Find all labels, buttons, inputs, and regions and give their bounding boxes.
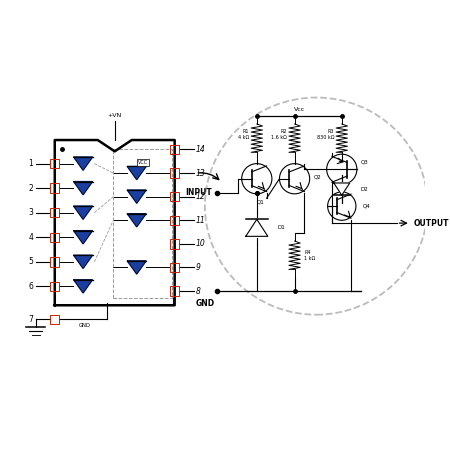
Text: R2
1.6 kΩ: R2 1.6 kΩ — [271, 129, 287, 140]
Text: 3: 3 — [28, 208, 33, 217]
Text: R1
4 kΩ: R1 4 kΩ — [238, 129, 249, 140]
Text: 10: 10 — [195, 239, 205, 248]
Bar — [170, 192, 180, 202]
Text: 1: 1 — [28, 159, 33, 168]
Text: 4: 4 — [28, 233, 33, 242]
Polygon shape — [246, 219, 268, 236]
Polygon shape — [74, 157, 93, 170]
Bar — [170, 239, 180, 248]
Bar — [50, 184, 59, 193]
Text: VCC: VCC — [138, 160, 148, 165]
Text: 7: 7 — [28, 315, 33, 324]
Polygon shape — [74, 231, 93, 244]
Text: OUTPUT: OUTPUT — [414, 219, 449, 228]
Polygon shape — [127, 166, 146, 180]
Bar — [50, 159, 59, 168]
Text: Vcc: Vcc — [294, 107, 305, 112]
Polygon shape — [74, 280, 93, 293]
Text: R3
830 kΩ: R3 830 kΩ — [317, 129, 334, 140]
Bar — [170, 168, 180, 178]
Polygon shape — [127, 190, 146, 203]
Text: 2: 2 — [28, 184, 33, 193]
Text: R4
1 kΩ: R4 1 kΩ — [304, 250, 315, 261]
Text: 8: 8 — [195, 287, 200, 296]
Bar — [50, 233, 59, 242]
Bar — [50, 257, 59, 266]
Bar — [50, 315, 59, 324]
Bar — [170, 145, 180, 154]
Text: GND: GND — [195, 299, 214, 308]
Text: 11: 11 — [195, 216, 205, 225]
Bar — [50, 208, 59, 217]
Bar — [170, 286, 180, 296]
Text: D2: D2 — [360, 187, 369, 192]
Polygon shape — [74, 181, 93, 195]
Text: Q2: Q2 — [314, 174, 321, 180]
Text: 5: 5 — [28, 257, 33, 266]
Text: Q3: Q3 — [360, 159, 369, 164]
Polygon shape — [334, 183, 350, 195]
Polygon shape — [127, 214, 146, 227]
Polygon shape — [74, 255, 93, 269]
Text: 13: 13 — [195, 169, 205, 178]
Text: Q1: Q1 — [256, 199, 265, 204]
Text: GND: GND — [79, 323, 91, 328]
Text: 12: 12 — [195, 192, 205, 201]
Bar — [50, 282, 59, 291]
Text: Q4: Q4 — [363, 203, 370, 209]
Text: +VN: +VN — [108, 113, 122, 118]
Bar — [170, 216, 180, 225]
Polygon shape — [74, 206, 93, 219]
Polygon shape — [127, 261, 146, 274]
Text: D1: D1 — [278, 225, 285, 230]
Bar — [113, 149, 172, 298]
Bar — [170, 263, 180, 272]
Text: 14: 14 — [195, 145, 205, 154]
Text: INPUT: INPUT — [186, 189, 212, 198]
Text: 6: 6 — [28, 282, 33, 291]
Text: 9: 9 — [195, 263, 200, 272]
